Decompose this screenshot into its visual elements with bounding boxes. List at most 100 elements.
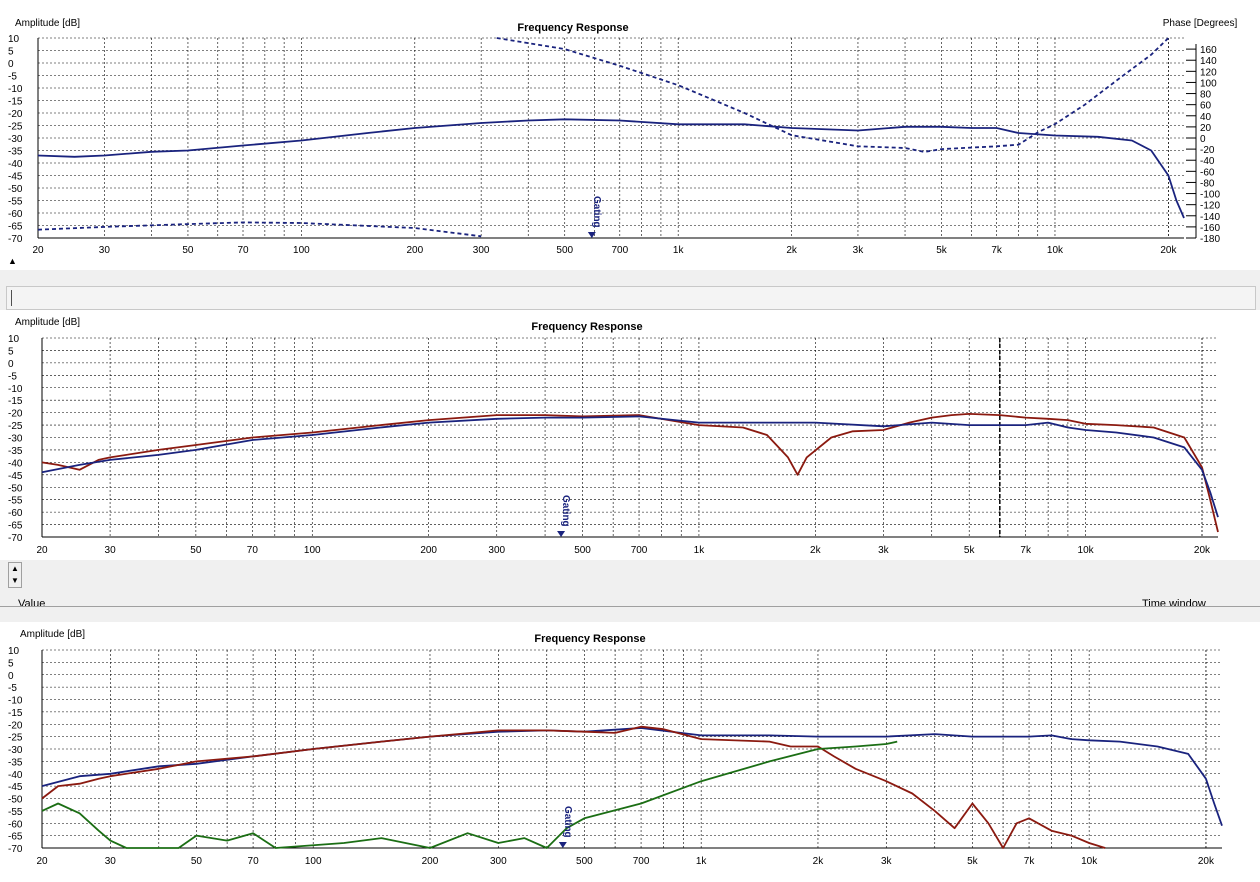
y-tick-label: -60 [8, 209, 23, 220]
x-tick-label: 300 [488, 545, 505, 556]
gating-label: Gating [560, 495, 571, 527]
x-tick-label: 7k [1020, 545, 1032, 556]
separator-2: ▲ ▼ Value Time window [0, 560, 1260, 622]
value-label: Value [18, 598, 46, 610]
y-tick-label: 0 [8, 59, 14, 70]
gating-marker-icon [558, 842, 567, 848]
x-tick-label: 10k [1078, 545, 1095, 556]
x-tick-label: 10k [1047, 245, 1064, 256]
scroll-arrow-icon[interactable]: ▲ [8, 256, 17, 266]
y-tick-label: -60 [8, 819, 23, 830]
y-tick-label: -25 [8, 733, 23, 744]
scroll-up-icon[interactable]: ▲ [11, 564, 19, 573]
phase-tick-label: -80 [1200, 178, 1215, 189]
x-tick-label: 5k [967, 856, 979, 867]
y-tick-label: -50 [8, 483, 23, 494]
y-tick-label: -65 [8, 222, 23, 233]
gating-label: Gating [562, 806, 573, 838]
y-tick-label: -30 [8, 134, 23, 145]
phase-tick-label: 0 [1200, 134, 1206, 145]
grid [41, 649, 1222, 849]
y-tick-label: -35 [8, 446, 23, 457]
y-tick-label: -40 [8, 159, 23, 170]
series-line-2 [37, 221, 482, 238]
x-tick-label: 10k [1081, 856, 1098, 867]
x-tick-label: 3k [853, 245, 865, 256]
y-tick-label: -55 [8, 197, 23, 208]
y-tick-label: -45 [8, 172, 23, 183]
phase-tick-label: -20 [1200, 145, 1215, 156]
chart-title: Frequency Response [517, 22, 628, 34]
x-tick-label: 700 [633, 856, 650, 867]
y-tick-label: -65 [8, 521, 23, 532]
y-tick-label: -20 [8, 109, 23, 120]
x-tick-label: 200 [420, 545, 437, 556]
y-tick-label: -15 [8, 708, 23, 719]
x-tick-label: 200 [422, 856, 439, 867]
phase-tick-label: 120 [1200, 67, 1217, 78]
y-tick-label: -50 [8, 184, 23, 195]
x-tick-label: 5k [964, 545, 976, 556]
phase-tick-label: -100 [1200, 190, 1220, 201]
grid [37, 37, 1184, 239]
y-axis-label: Amplitude [dB] [20, 629, 85, 640]
y-tick-label: -5 [8, 72, 17, 83]
x-tick-label: 20k [1160, 245, 1177, 256]
y-tick-label: -50 [8, 795, 23, 806]
x-tick-label: 20 [36, 545, 48, 556]
y-tick-label: -20 [8, 720, 23, 731]
x-tick-label: 50 [191, 856, 203, 867]
series-line-2 [41, 415, 1219, 518]
x-tick-label: 20 [36, 856, 48, 867]
y-tick-label: -25 [8, 122, 23, 133]
y-tick-label: -5 [8, 371, 17, 382]
x-tick-label: 2k [813, 856, 825, 867]
y-axis-label: Amplitude [dB] [15, 317, 80, 328]
scroll-arrows[interactable]: ▲ ▼ [8, 562, 22, 588]
phase-tick-label: 20 [1200, 123, 1212, 134]
phase-tick-label: -160 [1200, 223, 1220, 234]
phase-tick-label: 80 [1200, 90, 1212, 101]
y-tick-label: -65 [8, 832, 23, 843]
y-tick-label: -70 [8, 234, 23, 245]
x-tick-label: 20k [1194, 545, 1211, 556]
y-tick-label: -55 [8, 807, 23, 818]
chart-title: Frequency Response [534, 633, 645, 645]
y-tick-label: 10 [8, 34, 20, 45]
x-tick-label: 5k [936, 245, 948, 256]
gating-marker-icon [587, 232, 596, 238]
phase-tick-label: 140 [1200, 56, 1217, 67]
x-tick-label: 1k [696, 856, 708, 867]
y-tick-label: -5 [8, 683, 17, 694]
x-tick-label: 2k [786, 245, 798, 256]
y-tick-label: -60 [8, 508, 23, 519]
gating-marker-icon [557, 531, 566, 537]
phase-tick-label: -40 [1200, 156, 1215, 167]
x-tick-label: 20k [1198, 856, 1215, 867]
x-tick-label: 3k [878, 545, 890, 556]
y-tick-label: 5 [8, 47, 14, 58]
y-tick-label: 5 [8, 658, 14, 669]
x-tick-label: 7k [1024, 856, 1036, 867]
x-tick-label: 7k [991, 245, 1003, 256]
x-tick-label: 300 [490, 856, 507, 867]
separator-1 [0, 270, 1260, 310]
phase-tick-label: 60 [1200, 101, 1212, 112]
x-tick-label: 500 [574, 545, 591, 556]
y-tick-label: -35 [8, 147, 23, 158]
x-tick-label: 70 [237, 245, 249, 256]
chart-panel-2: Frequency Response Amplitude [dB] 10 5 0 -5 -1… [0, 310, 1260, 560]
chart-panel-1: Frequency Response Amplitude [dB] 10 5 0 -5 -1… [0, 0, 1260, 270]
divider-bar[interactable] [6, 286, 1256, 310]
x-tick-label: 1k [673, 245, 685, 256]
time-window-label: Time window [1142, 598, 1206, 610]
y-tick-label: 0 [8, 359, 14, 370]
x-tick-label: 70 [247, 545, 259, 556]
scroll-down-icon[interactable]: ▼ [11, 576, 19, 585]
y-tick-label: -70 [8, 533, 23, 544]
x-tick-label: 20 [32, 245, 44, 256]
y-tick-label: -40 [8, 458, 23, 469]
